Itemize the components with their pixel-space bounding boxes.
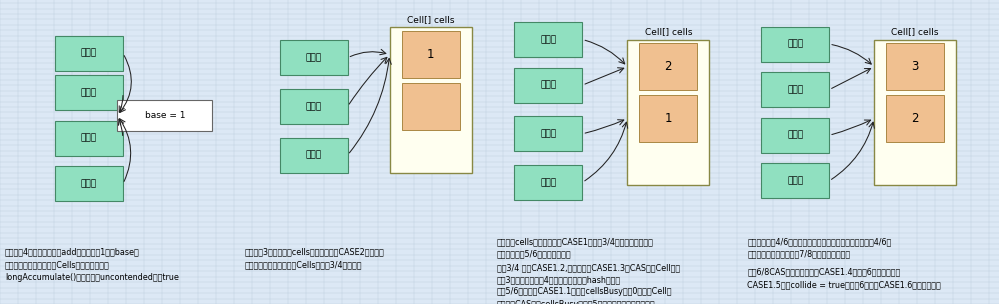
FancyBboxPatch shape: [55, 75, 123, 110]
Text: Cell[] cells: Cell[] cells: [891, 27, 939, 36]
Text: 线程二: 线程二: [306, 53, 322, 62]
Text: 步骤二：3个线程判断cells都为空，执行CASE2逻辑，线
程二抢占锁成功，初始化Cells，线程3/4继续循环: 步骤二：3个线程判断cells都为空，执行CASE2逻辑，线 程二抢占锁成功，初…: [245, 248, 385, 269]
Text: 3: 3: [911, 60, 919, 73]
FancyBboxPatch shape: [514, 116, 582, 151]
FancyBboxPatch shape: [55, 121, 123, 156]
Text: 线程5/6并入进入CASE1.1，判断cellsBusy都为0，创建Cell，
然后尝试CAS修改cellsBusy，线程5成功，最后修改数组第二位
数组为Ce: 线程5/6并入进入CASE1.1，判断cellsBusy都为0，创建Cell， …: [497, 287, 672, 304]
Text: 1: 1: [427, 48, 435, 61]
FancyBboxPatch shape: [118, 100, 213, 131]
Text: 线程六: 线程六: [540, 178, 556, 187]
Text: Cell[] cells: Cell[] cells: [644, 27, 692, 36]
Text: 线程四: 线程四: [540, 81, 556, 90]
FancyBboxPatch shape: [761, 72, 829, 107]
Text: 线程七: 线程七: [787, 131, 803, 140]
Text: 线程三: 线程三: [81, 134, 97, 143]
FancyBboxPatch shape: [280, 137, 348, 173]
FancyBboxPatch shape: [280, 89, 348, 124]
FancyBboxPatch shape: [402, 83, 460, 130]
Text: 线程八: 线程八: [787, 176, 803, 185]
FancyBboxPatch shape: [402, 31, 460, 78]
Text: 线程四: 线程四: [306, 150, 322, 160]
FancyBboxPatch shape: [55, 36, 123, 71]
Text: 线程一: 线程一: [81, 49, 97, 58]
Text: 线程三: 线程三: [306, 102, 322, 111]
Text: 线程四: 线程四: [81, 179, 97, 188]
Text: 线程四: 线程四: [787, 40, 803, 49]
Text: 线程五: 线程五: [540, 129, 556, 138]
Text: 2: 2: [911, 112, 919, 125]
FancyBboxPatch shape: [886, 95, 944, 142]
FancyBboxPatch shape: [761, 164, 829, 198]
FancyBboxPatch shape: [886, 43, 944, 90]
FancyBboxPatch shape: [761, 27, 829, 61]
FancyBboxPatch shape: [639, 43, 697, 90]
Text: 线程三: 线程三: [540, 35, 556, 44]
FancyBboxPatch shape: [390, 27, 472, 173]
FancyBboxPatch shape: [514, 165, 582, 200]
Text: 2: 2: [664, 60, 672, 73]
FancyBboxPatch shape: [55, 167, 123, 201]
Text: 线程二: 线程二: [81, 88, 97, 97]
Text: 线程3/4 进入CASE1.2,失败，继续CASE1.3，CAS更新Cell值，
线程3更新成功，线程4更新失败重新计算hash值重试: 线程3/4 进入CASE1.2,失败，继续CASE1.3，CAS更新Cell值，…: [497, 263, 679, 285]
Text: base = 1: base = 1: [145, 111, 185, 120]
Text: 线程六: 线程六: [787, 85, 803, 94]
Text: Cell[] cells: Cell[] cells: [407, 15, 455, 24]
FancyBboxPatch shape: [514, 68, 582, 103]
FancyBboxPatch shape: [280, 40, 348, 75]
Text: 步骤三：cells不为空，进入CASE1，线程3/4都是定位到数组的
第一位，线程5/6定位数组第二位: 步骤三：cells不为空，进入CASE1，线程3/4都是定位到数组的 第一位，线…: [497, 237, 653, 259]
Text: 步骤一：4个线程同时执行add操作，线程1修改base成
功，其他三个线程失败，Cells数组为空，进入
longAccumulate()逻辑，此时uncont: 步骤一：4个线程同时执行add操作，线程1修改base成 功，其他三个线程失败，…: [5, 248, 179, 282]
FancyBboxPatch shape: [761, 118, 829, 153]
Text: 线程6/8CAS修改失败，执行CASE1.4，线程6继续往下执行
CASE1.5修改collide = true，线程6再执行CASE1.6执行扩容成功: 线程6/8CAS修改失败，执行CASE1.4，线程6继续往下执行 CASE1.5…: [747, 268, 941, 289]
FancyBboxPatch shape: [627, 40, 709, 185]
FancyBboxPatch shape: [514, 22, 582, 57]
Text: 步骤四：线程4/6同时继续执行，此时数组已经填满，线程4/6定
位到了数组第一位，线程7/8定位了数组第二位: 步骤四：线程4/6同时继续执行，此时数组已经填满，线程4/6定 位到了数组第一位…: [747, 237, 891, 259]
FancyBboxPatch shape: [874, 40, 956, 185]
FancyBboxPatch shape: [639, 95, 697, 142]
Text: 1: 1: [664, 112, 672, 125]
